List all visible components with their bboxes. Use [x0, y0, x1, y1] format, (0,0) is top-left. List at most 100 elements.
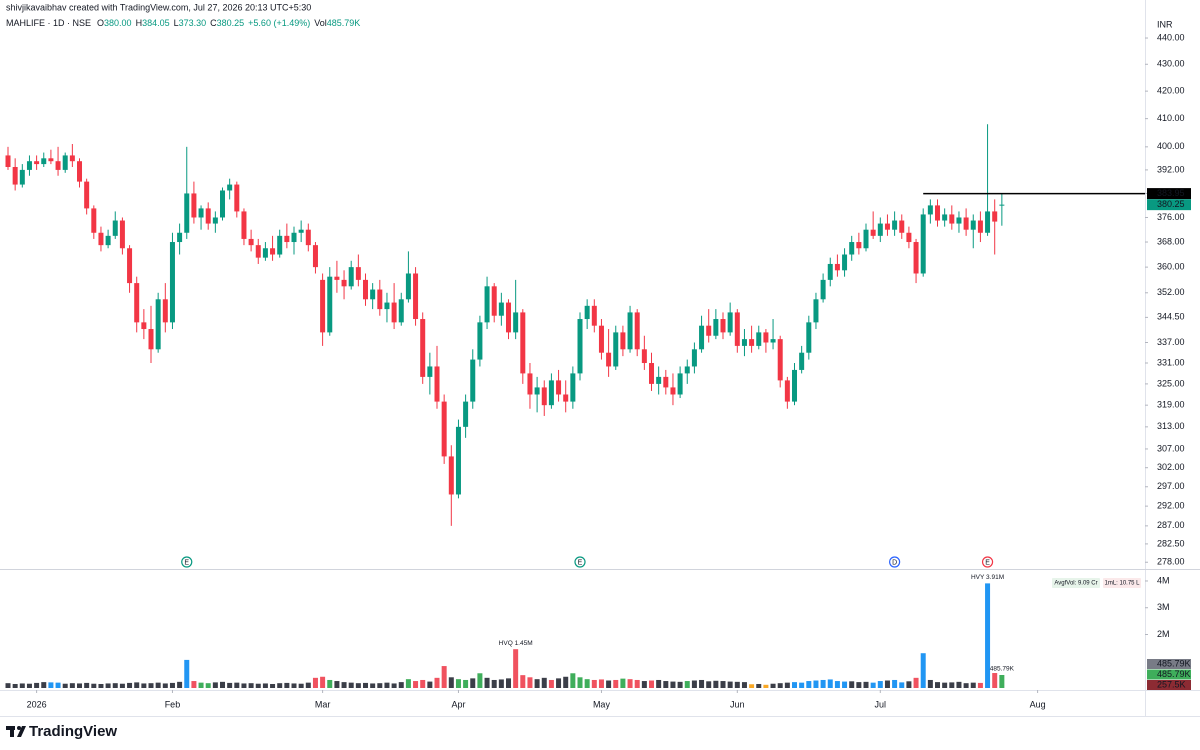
volume-bar: [556, 678, 562, 688]
volume-bar: [305, 682, 311, 688]
candle-body: [949, 214, 955, 224]
volume-bar: [370, 683, 376, 688]
volume-bar: [191, 681, 197, 688]
candle-body: [177, 232, 183, 243]
volume-bar: [34, 682, 40, 688]
field-value: 373.30: [179, 18, 207, 28]
volume-bar: [606, 680, 612, 688]
volume-bar: [598, 679, 604, 688]
y-tick-label: 302.00: [1157, 462, 1185, 472]
volume-bar: [277, 683, 283, 688]
candle-body: [184, 193, 190, 233]
volume-bar: [405, 679, 411, 688]
volume-bar: [248, 683, 254, 688]
volume-bar: [827, 679, 833, 688]
volume-bar: [105, 683, 111, 688]
x-tick-label: Mar: [315, 699, 331, 709]
event-label: E: [578, 559, 583, 566]
volume-bar: [956, 681, 962, 688]
volume-bar: [842, 681, 848, 688]
candle-body: [699, 325, 705, 350]
candle-body: [534, 387, 540, 395]
volume-tick-label: 2M: [1157, 629, 1170, 639]
volume-bar: [935, 682, 941, 688]
candle-body: [777, 339, 783, 381]
volume-bar: [12, 683, 18, 688]
price-badge: [1147, 188, 1191, 200]
candle-body: [377, 289, 383, 310]
candle-body: [77, 161, 83, 182]
close-badge: [1147, 199, 1191, 211]
candle-body: [806, 322, 812, 353]
candle-body: [842, 254, 848, 271]
volume-bar: [220, 681, 226, 688]
volume-bar: [398, 682, 404, 688]
y-tick-label: 400.00: [1157, 141, 1185, 151]
volume-bar: [584, 679, 590, 688]
event-label: E: [985, 559, 990, 566]
volume-bar: [820, 679, 826, 688]
volume-bar: [870, 682, 876, 688]
volume-bar: [677, 681, 683, 688]
candle-body: [434, 366, 440, 402]
candle-body: [792, 369, 798, 402]
y-tick-label: 282.50: [1157, 538, 1185, 548]
candle-body: [484, 286, 490, 323]
candle-body: [5, 155, 11, 167]
volume-bar: [670, 681, 676, 688]
candle-body: [312, 245, 318, 268]
y-tick-label: 376.00: [1157, 212, 1185, 222]
volume-bar: [291, 683, 297, 688]
volume-bar: [570, 673, 576, 688]
candle-body: [691, 349, 697, 367]
volume-bar: [999, 675, 1005, 688]
volume-bar: [706, 681, 712, 688]
volume-axis-badge: [1147, 659, 1191, 669]
volume-bar: [506, 678, 512, 688]
x-tick-label: Jul: [875, 699, 887, 709]
volume-bar: [77, 683, 83, 688]
volume-tick-label: 3M: [1157, 602, 1170, 612]
candle-body: [169, 242, 175, 323]
candle-body: [763, 332, 769, 343]
volume-bar: [413, 681, 419, 688]
volume-bar: [491, 679, 497, 688]
candle-body: [713, 319, 719, 336]
volume-bar: [55, 682, 61, 688]
candle-body: [649, 363, 655, 384]
volume-bar: [98, 683, 104, 688]
volume-bar: [348, 682, 354, 688]
volume-bar: [434, 677, 440, 688]
candle-body: [620, 332, 626, 350]
candle-body: [320, 279, 326, 333]
candle-body: [227, 184, 233, 191]
volume-bar: [927, 679, 933, 688]
volume-bar: [548, 679, 554, 688]
candle-body: [98, 232, 104, 246]
candle-body: [942, 214, 948, 221]
candle-body: [992, 211, 998, 222]
candle-body: [963, 217, 969, 230]
candle-body: [277, 235, 283, 255]
x-tick-label: Jun: [730, 699, 745, 709]
volume-bar: [913, 677, 919, 688]
y-tick-label: 313.00: [1157, 421, 1185, 431]
candle-body: [34, 161, 40, 165]
x-tick-label: Aug: [1030, 699, 1046, 709]
logo: [6, 726, 26, 737]
candle-body: [670, 387, 676, 395]
volume-bar: [470, 678, 476, 688]
volume-bar: [41, 682, 47, 688]
candle-body: [849, 242, 855, 255]
y-tick-label: 430.00: [1157, 59, 1185, 69]
volume-bar: [977, 682, 983, 688]
volume-bar: [563, 676, 569, 688]
candle-body: [677, 373, 683, 395]
candle-body: [48, 158, 54, 162]
volume-bar: [741, 682, 747, 688]
volume-bar: [963, 683, 969, 688]
volume-bar: [920, 653, 926, 688]
candle-body: [134, 283, 140, 323]
y-tick-label: 344.50: [1157, 312, 1185, 322]
volume-bar: [777, 683, 783, 688]
